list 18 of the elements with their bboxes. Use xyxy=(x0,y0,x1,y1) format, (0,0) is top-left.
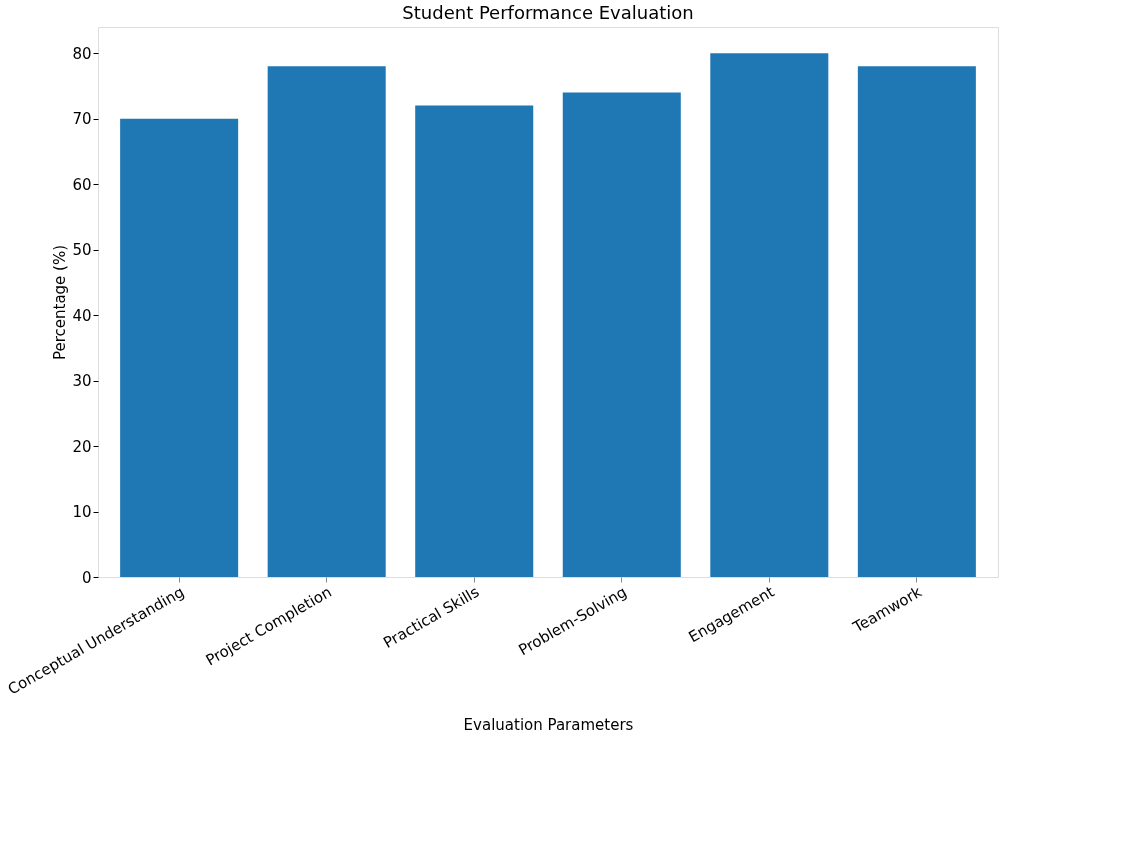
chart-title: Student Performance Evaluation xyxy=(402,2,694,23)
y-tick-label: 60 xyxy=(72,175,92,194)
bar xyxy=(267,66,386,577)
bar xyxy=(415,105,534,577)
y-tick-label: 70 xyxy=(72,110,92,129)
y-tick-label: 20 xyxy=(72,437,92,456)
y-tick-label: 0 xyxy=(81,568,92,587)
bar xyxy=(562,92,681,577)
y-tick-label: 40 xyxy=(72,306,92,325)
x-axis-title: Evaluation Parameters xyxy=(463,715,634,734)
y-tick-label: 80 xyxy=(72,44,92,63)
y-tick-label: 50 xyxy=(72,241,92,260)
bar xyxy=(710,53,829,577)
y-axis-title: Percentage (%) xyxy=(51,244,70,361)
bar xyxy=(857,66,976,577)
bar xyxy=(120,118,239,577)
y-tick-label: 10 xyxy=(72,503,92,522)
y-tick-label: 30 xyxy=(72,372,92,391)
